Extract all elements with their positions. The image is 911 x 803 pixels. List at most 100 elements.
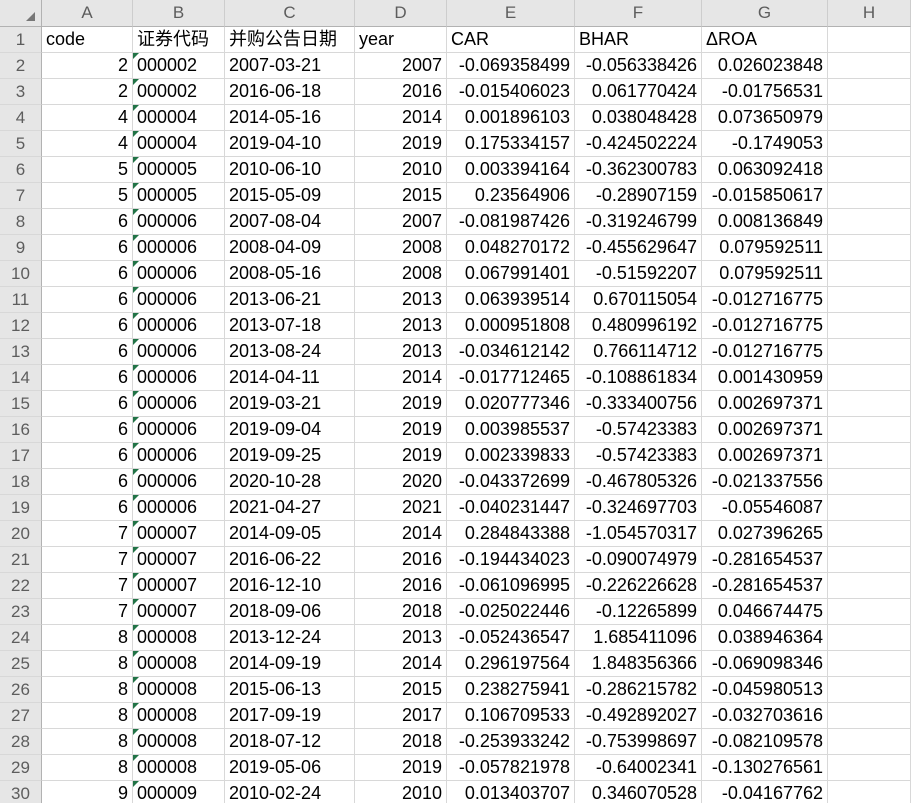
- column-header-A[interactable]: A: [42, 0, 133, 27]
- cell-E16[interactable]: 0.003985537: [447, 417, 575, 443]
- cell-F23[interactable]: -0.12265899: [575, 599, 702, 625]
- cell-C25[interactable]: 2014-09-19: [225, 651, 355, 677]
- cell-D1[interactable]: year: [355, 27, 447, 53]
- cell-G20[interactable]: 0.027396265: [702, 521, 828, 547]
- cell-D10[interactable]: 2008: [355, 261, 447, 287]
- cell-D3[interactable]: 2016: [355, 79, 447, 105]
- cell-B17[interactable]: 000006: [133, 443, 225, 469]
- cell-C15[interactable]: 2019-03-21: [225, 391, 355, 417]
- cell-E8[interactable]: -0.081987426: [447, 209, 575, 235]
- cell-F11[interactable]: 0.670115054: [575, 287, 702, 313]
- cell-E1[interactable]: CAR: [447, 27, 575, 53]
- cell-C1[interactable]: 并购公告日期: [225, 27, 355, 53]
- cell-H30[interactable]: [828, 781, 911, 803]
- cell-F28[interactable]: -0.753998697: [575, 729, 702, 755]
- column-header-G[interactable]: G: [702, 0, 828, 27]
- cell-B30[interactable]: 000009: [133, 781, 225, 803]
- cell-E7[interactable]: 0.23564906: [447, 183, 575, 209]
- row-header-8[interactable]: 8: [0, 209, 42, 235]
- cell-F19[interactable]: -0.324697703: [575, 495, 702, 521]
- cell-B5[interactable]: 000004: [133, 131, 225, 157]
- cell-C29[interactable]: 2019-05-06: [225, 755, 355, 781]
- row-header-19[interactable]: 19: [0, 495, 42, 521]
- cell-C26[interactable]: 2015-06-13: [225, 677, 355, 703]
- cell-C16[interactable]: 2019-09-04: [225, 417, 355, 443]
- cell-E20[interactable]: 0.284843388: [447, 521, 575, 547]
- cell-F27[interactable]: -0.492892027: [575, 703, 702, 729]
- cell-G24[interactable]: 0.038946364: [702, 625, 828, 651]
- cell-E19[interactable]: -0.040231447: [447, 495, 575, 521]
- cell-H15[interactable]: [828, 391, 911, 417]
- cell-F16[interactable]: -0.57423383: [575, 417, 702, 443]
- cell-E27[interactable]: 0.106709533: [447, 703, 575, 729]
- cell-C8[interactable]: 2007-08-04: [225, 209, 355, 235]
- row-header-17[interactable]: 17: [0, 443, 42, 469]
- cell-D4[interactable]: 2014: [355, 105, 447, 131]
- cell-G17[interactable]: 0.002697371: [702, 443, 828, 469]
- column-header-C[interactable]: C: [225, 0, 355, 27]
- row-header-4[interactable]: 4: [0, 105, 42, 131]
- cell-B29[interactable]: 000008: [133, 755, 225, 781]
- cell-D13[interactable]: 2013: [355, 339, 447, 365]
- cell-G29[interactable]: -0.130276561: [702, 755, 828, 781]
- cell-H28[interactable]: [828, 729, 911, 755]
- cell-F12[interactable]: 0.480996192: [575, 313, 702, 339]
- cell-H8[interactable]: [828, 209, 911, 235]
- cell-B22[interactable]: 000007: [133, 573, 225, 599]
- cell-F2[interactable]: -0.056338426: [575, 53, 702, 79]
- cell-A29[interactable]: 8: [42, 755, 133, 781]
- column-header-B[interactable]: B: [133, 0, 225, 27]
- row-header-21[interactable]: 21: [0, 547, 42, 573]
- cell-E28[interactable]: -0.253933242: [447, 729, 575, 755]
- cell-H19[interactable]: [828, 495, 911, 521]
- row-header-3[interactable]: 3: [0, 79, 42, 105]
- cell-H25[interactable]: [828, 651, 911, 677]
- cell-A1[interactable]: code: [42, 27, 133, 53]
- column-header-D[interactable]: D: [355, 0, 447, 27]
- cell-D11[interactable]: 2013: [355, 287, 447, 313]
- row-header-29[interactable]: 29: [0, 755, 42, 781]
- cell-E26[interactable]: 0.238275941: [447, 677, 575, 703]
- cell-E13[interactable]: -0.034612142: [447, 339, 575, 365]
- cell-B2[interactable]: 000002: [133, 53, 225, 79]
- cell-E11[interactable]: 0.063939514: [447, 287, 575, 313]
- cell-A18[interactable]: 6: [42, 469, 133, 495]
- cell-D30[interactable]: 2010: [355, 781, 447, 803]
- cell-E12[interactable]: 0.000951808: [447, 313, 575, 339]
- cell-G10[interactable]: 0.079592511: [702, 261, 828, 287]
- cell-E3[interactable]: -0.015406023: [447, 79, 575, 105]
- cell-A20[interactable]: 7: [42, 521, 133, 547]
- row-header-25[interactable]: 25: [0, 651, 42, 677]
- cell-B19[interactable]: 000006: [133, 495, 225, 521]
- cell-A23[interactable]: 7: [42, 599, 133, 625]
- cell-A3[interactable]: 2: [42, 79, 133, 105]
- cell-D9[interactable]: 2008: [355, 235, 447, 261]
- cell-C2[interactable]: 2007-03-21: [225, 53, 355, 79]
- cell-F13[interactable]: 0.766114712: [575, 339, 702, 365]
- cell-A22[interactable]: 7: [42, 573, 133, 599]
- cell-E23[interactable]: -0.025022446: [447, 599, 575, 625]
- cell-H24[interactable]: [828, 625, 911, 651]
- row-header-6[interactable]: 6: [0, 157, 42, 183]
- cell-H2[interactable]: [828, 53, 911, 79]
- cell-C6[interactable]: 2010-06-10: [225, 157, 355, 183]
- cell-E6[interactable]: 0.003394164: [447, 157, 575, 183]
- cell-B3[interactable]: 000002: [133, 79, 225, 105]
- row-header-30[interactable]: 30: [0, 781, 42, 803]
- cell-D28[interactable]: 2018: [355, 729, 447, 755]
- cell-A10[interactable]: 6: [42, 261, 133, 287]
- cell-G21[interactable]: -0.281654537: [702, 547, 828, 573]
- cell-G19[interactable]: -0.05546087: [702, 495, 828, 521]
- cell-D18[interactable]: 2020: [355, 469, 447, 495]
- cell-F21[interactable]: -0.090074979: [575, 547, 702, 573]
- cell-D8[interactable]: 2007: [355, 209, 447, 235]
- cell-D24[interactable]: 2013: [355, 625, 447, 651]
- cell-H12[interactable]: [828, 313, 911, 339]
- cell-H13[interactable]: [828, 339, 911, 365]
- row-header-24[interactable]: 24: [0, 625, 42, 651]
- cell-B7[interactable]: 000005: [133, 183, 225, 209]
- cell-H17[interactable]: [828, 443, 911, 469]
- cell-H21[interactable]: [828, 547, 911, 573]
- cell-H1[interactable]: [828, 27, 911, 53]
- cell-G1[interactable]: ΔROA: [702, 27, 828, 53]
